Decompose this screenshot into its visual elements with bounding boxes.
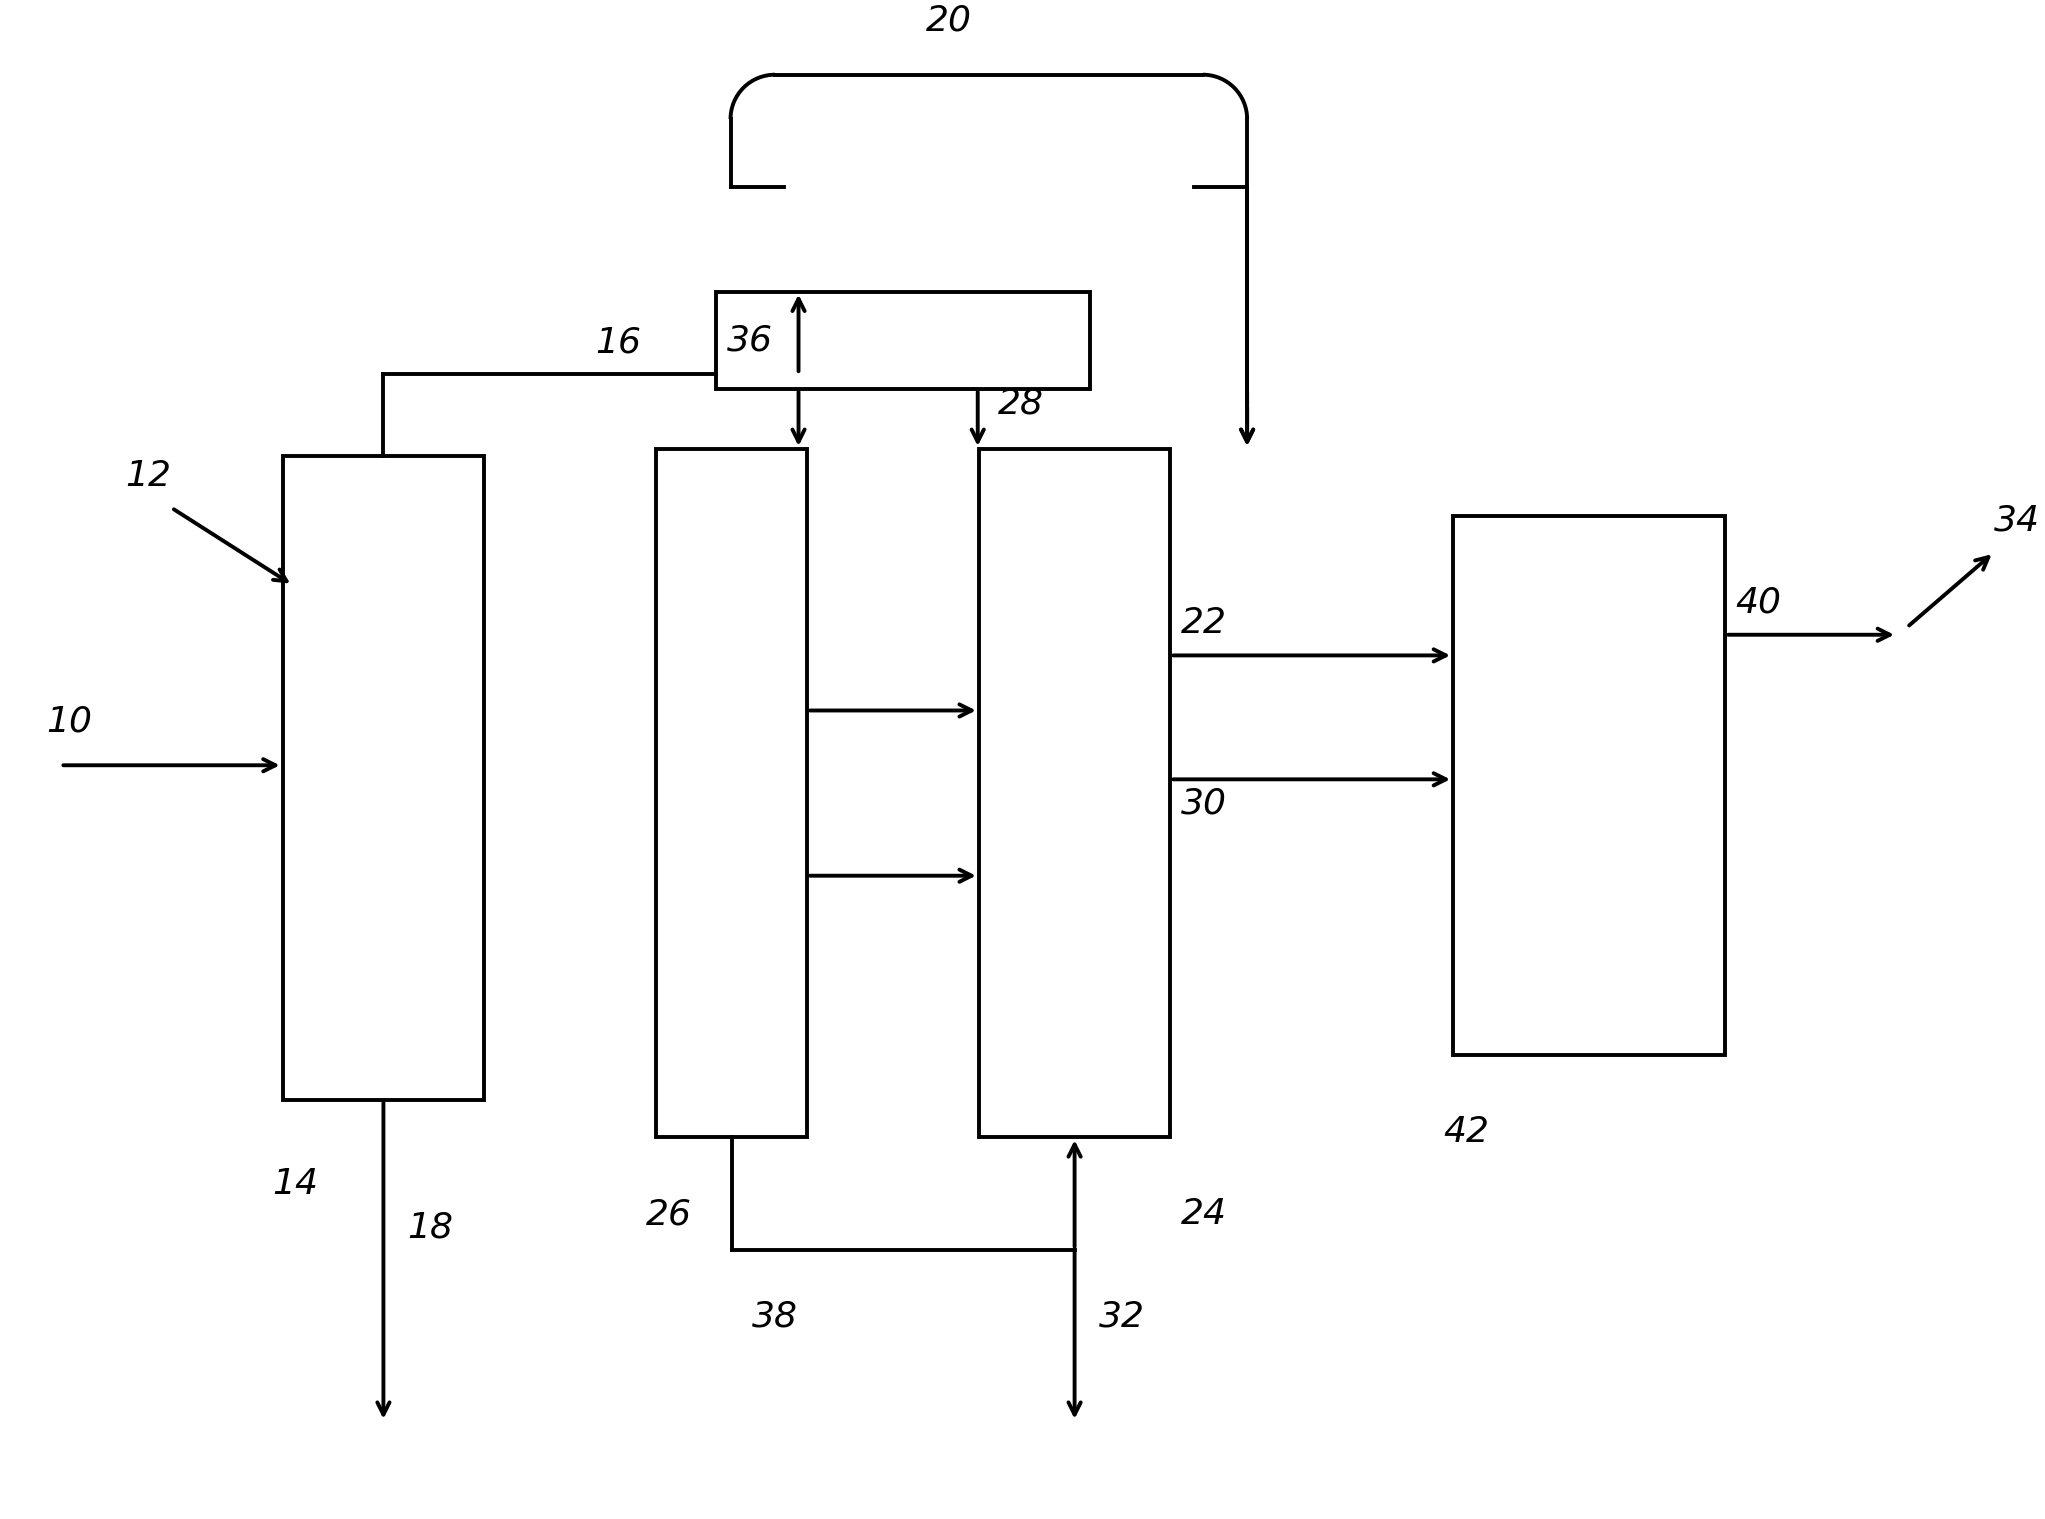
Bar xyxy=(1454,516,1726,1056)
Text: 18: 18 xyxy=(407,1211,454,1244)
Bar xyxy=(656,448,808,1138)
Text: 36: 36 xyxy=(726,324,773,357)
Text: 40: 40 xyxy=(1736,586,1781,620)
Text: 38: 38 xyxy=(753,1300,798,1334)
Bar xyxy=(716,292,1090,389)
Text: 34: 34 xyxy=(1994,503,2039,538)
Text: 32: 32 xyxy=(1098,1300,1145,1334)
Text: 20: 20 xyxy=(926,3,971,38)
Text: 12: 12 xyxy=(125,459,172,492)
Bar xyxy=(282,456,485,1100)
Text: 24: 24 xyxy=(1180,1197,1227,1232)
Text: 26: 26 xyxy=(646,1197,691,1232)
Text: 16: 16 xyxy=(595,325,642,358)
Text: 30: 30 xyxy=(1180,787,1227,820)
Text: 14: 14 xyxy=(272,1167,319,1202)
Text: 22: 22 xyxy=(1180,606,1227,641)
Text: 10: 10 xyxy=(47,705,92,738)
Text: 28: 28 xyxy=(998,387,1043,421)
Bar xyxy=(980,448,1170,1138)
Text: 42: 42 xyxy=(1444,1115,1489,1148)
